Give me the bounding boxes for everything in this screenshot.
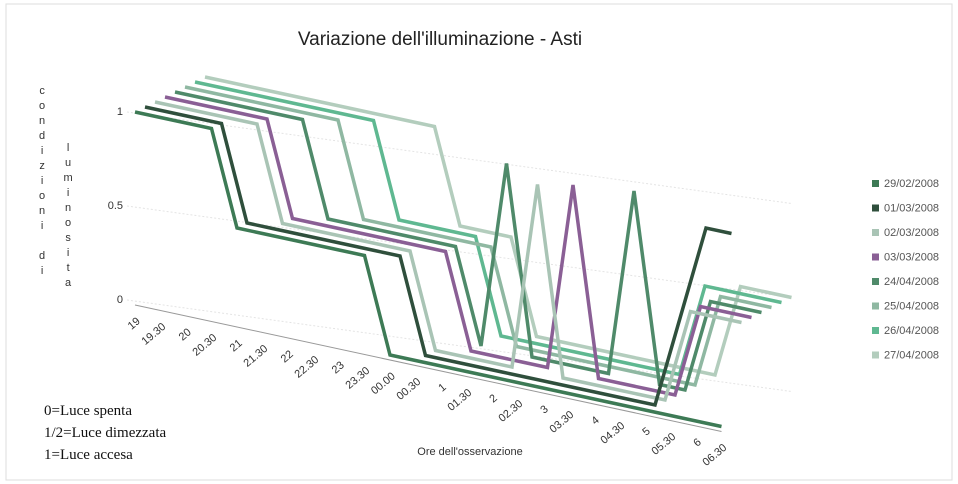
x-tick-label: 04.30 <box>598 420 627 447</box>
x-tick-label: 21 <box>228 337 245 354</box>
x-tick-label: 23 <box>330 359 347 376</box>
y-axis-label: luminosita <box>62 142 74 292</box>
x-tick-label: 22.30 <box>292 354 321 381</box>
x-tick-label: 03.30 <box>547 409 576 436</box>
legend-swatch <box>872 180 879 187</box>
legend-label: 25/04/2008 <box>884 300 939 312</box>
chart-title: Variazione dell'illuminazione - Asti <box>298 29 582 50</box>
grid-line <box>126 299 792 392</box>
legend-label: 27/04/2008 <box>884 349 939 361</box>
legend-label: 24/04/2008 <box>884 276 939 288</box>
x-tick-label: 19 <box>126 315 143 332</box>
series-line <box>174 90 762 393</box>
x-tick-label: 20.30 <box>190 332 219 359</box>
legend-swatch <box>872 327 879 334</box>
x-tick-label: 19.30 <box>139 321 168 348</box>
y-tick-label: 0.5 <box>108 200 123 212</box>
y-tick-label: 0 <box>117 294 123 306</box>
legend-swatch <box>872 302 879 310</box>
legend-label: 01/03/2008 <box>884 202 939 214</box>
x-tick-label: 2 <box>487 392 499 405</box>
legend-label: 02/03/2008 <box>884 227 939 239</box>
note: 1/2=Luce dimezzata <box>44 425 166 441</box>
x-tick-label: 6 <box>691 436 703 449</box>
note: 0=Luce spenta <box>44 403 132 419</box>
x-axis-label: Ore dell'osservazione <box>417 446 522 458</box>
series-line <box>144 105 732 408</box>
axis-line <box>134 304 722 432</box>
legend-label: 26/04/2008 <box>884 325 939 337</box>
note: 1=Luce accesa <box>44 447 133 463</box>
x-tick-label: 5 <box>640 425 652 438</box>
legend-label: 29/02/2008 <box>884 178 939 190</box>
series-line <box>164 95 752 398</box>
x-tick-label: 21.30 <box>241 343 270 370</box>
legend-label: 03/03/2008 <box>884 251 939 263</box>
x-tick-label: 06.30 <box>700 442 729 469</box>
legend-swatch <box>872 278 879 285</box>
x-tick-label: 05.30 <box>649 431 678 458</box>
legend-swatch <box>872 253 879 261</box>
x-tick-label: 3 <box>538 403 550 416</box>
x-tick-label: 22 <box>279 348 296 365</box>
legend-swatch <box>872 204 879 212</box>
series-line <box>154 100 742 403</box>
chart-frame <box>5 3 953 481</box>
y-axis-label: condizioni di <box>36 85 48 280</box>
legend-swatch <box>872 351 879 359</box>
series-line <box>184 85 772 388</box>
x-tick-label: 02.30 <box>496 398 525 425</box>
series-line <box>134 110 722 429</box>
x-tick-label: 20 <box>177 326 194 343</box>
legend-swatch <box>872 229 879 236</box>
x-tick-label: 4 <box>589 414 601 427</box>
x-tick-label: 1 <box>436 381 448 394</box>
x-tick-label: 01.30 <box>445 387 474 414</box>
y-tick-label: 1 <box>117 106 123 118</box>
x-tick-label: 00.30 <box>394 376 423 403</box>
